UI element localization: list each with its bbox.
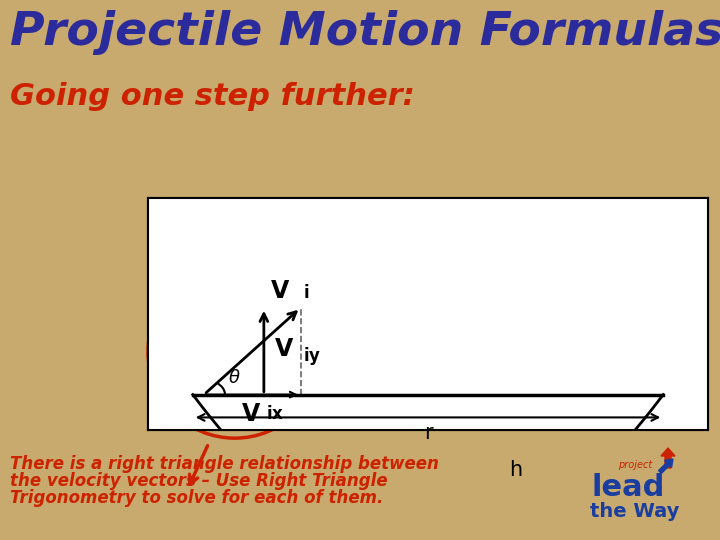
Bar <box>148 198 708 430</box>
Text: $\mathbf{V}$: $\mathbf{V}$ <box>270 279 290 303</box>
Text: r: r <box>423 423 432 443</box>
Text: h: h <box>509 460 522 480</box>
Text: Projectile Motion Formulas: Projectile Motion Formulas <box>10 10 720 55</box>
Text: $\mathbf{ix}$: $\mathbf{ix}$ <box>266 405 284 423</box>
Text: Going one step further:: Going one step further: <box>10 82 415 111</box>
FancyArrow shape <box>661 448 675 468</box>
Text: $\mathbf{V}$: $\mathbf{V}$ <box>240 402 261 427</box>
Text: lead: lead <box>591 473 665 502</box>
Text: $\mathbf{i}$: $\mathbf{i}$ <box>303 284 310 302</box>
Text: $\mathbf{V}$: $\mathbf{V}$ <box>274 338 294 361</box>
Bar <box>580 450 710 532</box>
Text: project: project <box>618 460 652 470</box>
Text: the velocity vectors – Use Right Triangle: the velocity vectors – Use Right Triangl… <box>10 472 387 490</box>
Text: $\mathbf{iy}$: $\mathbf{iy}$ <box>303 346 321 367</box>
FancyArrow shape <box>659 459 673 474</box>
Text: $\theta$: $\theta$ <box>228 369 241 387</box>
Text: There is a right triangle relationship between: There is a right triangle relationship b… <box>10 455 439 473</box>
Text: Trigonometry to solve for each of them.: Trigonometry to solve for each of them. <box>10 489 383 507</box>
Text: the Way: the Way <box>590 502 680 521</box>
